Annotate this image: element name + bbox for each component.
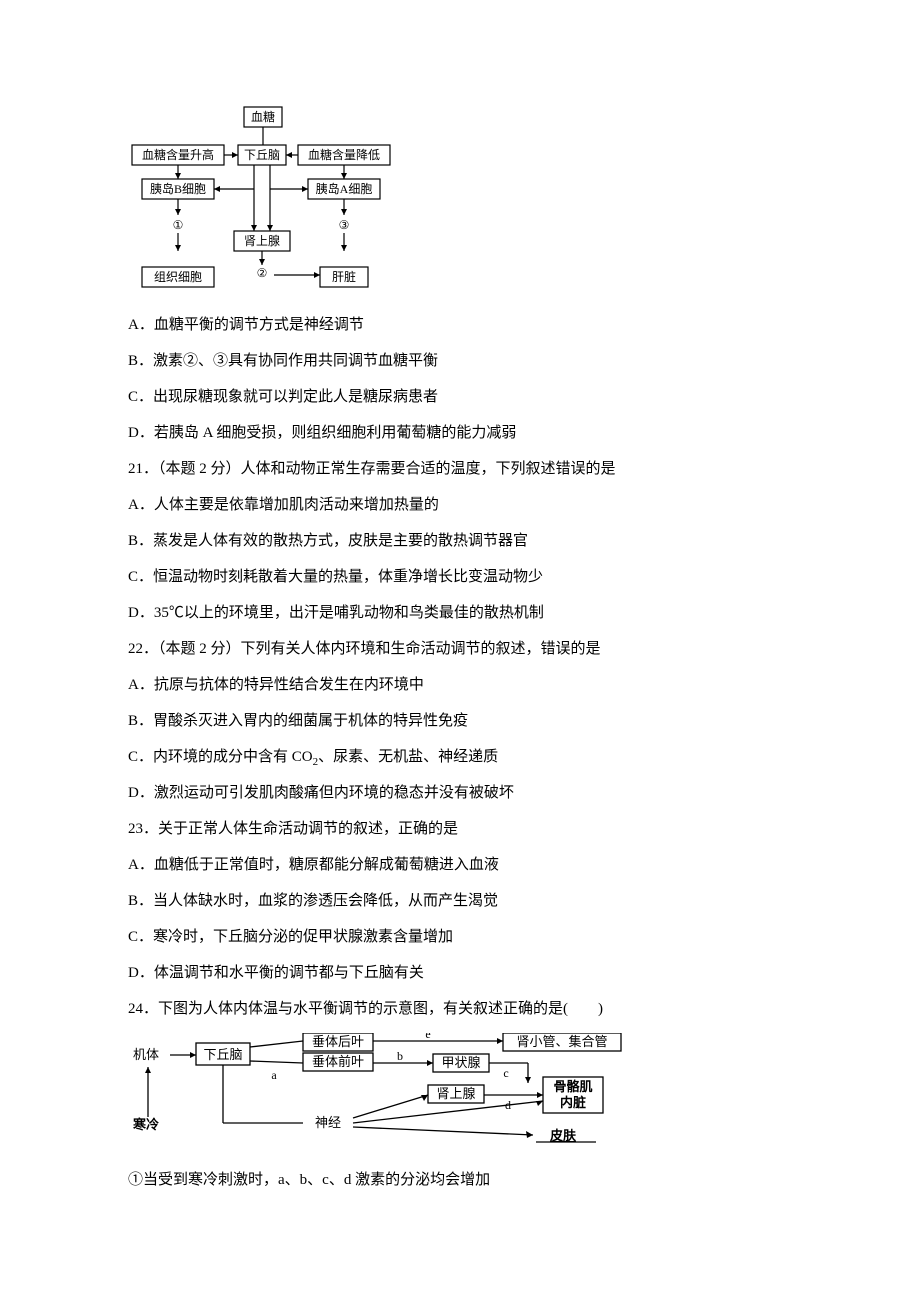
q23-stem: 23．关于正常人体生命活动调节的叙述，正确的是 [128, 811, 805, 847]
svg-text:肾上腺: 肾上腺 [436, 1086, 475, 1101]
svg-text:肾小管、集合管: 肾小管、集合管 [516, 1034, 607, 1049]
svg-text:血糖含量降低: 血糖含量降低 [308, 147, 380, 162]
svg-text:垂体前叶: 垂体前叶 [312, 1054, 364, 1069]
q21-option-a: A．人体主要是依靠增加肌肉活动来增加热量的 [128, 487, 805, 523]
q22-option-c: C．内环境的成分中含有 CO2、尿素、无机盐、神经递质 [128, 739, 805, 775]
svg-text:血糖: 血糖 [251, 109, 275, 124]
q20-option-b: B．激素②、③具有协同作用共同调节血糖平衡 [128, 343, 805, 379]
q24-stem: 24．下图为人体内体温与水平衡调节的示意图，有关叙述正确的是( ) [128, 991, 805, 1027]
q21-option-d: D．35℃以上的环境里，出汗是哺乳动物和鸟类最佳的散热机制 [128, 595, 805, 631]
svg-text:b: b [397, 1049, 403, 1063]
svg-text:垂体后叶: 垂体后叶 [312, 1034, 364, 1049]
svg-text:神经: 神经 [315, 1115, 341, 1130]
q22-c-post: 、尿素、无机盐、神经递质 [318, 749, 498, 765]
svg-text:胰岛B细胞: 胰岛B细胞 [150, 181, 206, 196]
q23-option-a: A．血糖低于正常值时，糖原都能分解成葡萄糖进入血液 [128, 847, 805, 883]
svg-text:c: c [503, 1066, 508, 1080]
q20-option-c: C．出现尿糖现象就可以判定此人是糖尿病患者 [128, 379, 805, 415]
q22-option-d: D．激烈运动可引发肌肉酸痛但内环境的稳态并没有被破坏 [128, 775, 805, 811]
svg-text:②: ② [257, 266, 268, 280]
q23-option-c: C．寒冷时，下丘脑分泌的促甲状腺激素含量增加 [128, 919, 805, 955]
blood-sugar-diagram: 血糖 血糖含量升高 下丘脑 血糖含量降低 胰岛B细胞 [128, 105, 805, 293]
svg-text:①: ① [173, 218, 184, 232]
q20-option-d: D．若胰岛 A 细胞受损，则组织细胞利用葡萄糖的能力减弱 [128, 415, 805, 451]
svg-text:甲状腺: 甲状腺 [441, 1055, 480, 1070]
q21-option-c: C．恒温动物时刻耗散着大量的热量，体重净增长比变温动物少 [128, 559, 805, 595]
svg-text:肝脏: 肝脏 [332, 269, 356, 284]
svg-text:下丘脑: 下丘脑 [244, 148, 280, 162]
svg-text:e: e [425, 1033, 430, 1041]
q23-option-b: B．当人体缺水时，血浆的渗透压会降低，从而产生渴觉 [128, 883, 805, 919]
q22-option-b: B．胃酸杀灭进入胃内的细菌属于机体的特异性免疫 [128, 703, 805, 739]
svg-text:血糖含量升高: 血糖含量升高 [142, 147, 214, 162]
q22-stem: 22．（本题 2 分）下列有关人体内环境和生命活动调节的叙述，错误的是 [128, 631, 805, 667]
diagram2-svg: 机体 下丘脑 寒冷 a 垂体后叶 垂体前叶 [128, 1033, 648, 1148]
svg-text:下丘脑: 下丘脑 [203, 1047, 242, 1062]
q23-option-d: D．体温调节和水平衡的调节都与下丘脑有关 [128, 955, 805, 991]
temperature-water-diagram: 机体 下丘脑 寒冷 a 垂体后叶 垂体前叶 [128, 1033, 805, 1148]
svg-text:寒冷: 寒冷 [132, 1117, 159, 1132]
document-page: 血糖 血糖含量升高 下丘脑 血糖含量降低 胰岛B细胞 [0, 0, 920, 1258]
q22-option-a: A．抗原与抗体的特异性结合发生在内环境中 [128, 667, 805, 703]
svg-text:a: a [271, 1068, 277, 1082]
svg-text:组织细胞: 组织细胞 [154, 270, 202, 284]
svg-text:骨骼肌: 骨骼肌 [553, 1079, 592, 1094]
q21-option-b: B．蒸发是人体有效的散热方式，皮肤是主要的散热调节器官 [128, 523, 805, 559]
svg-text:肾上腺: 肾上腺 [244, 234, 280, 248]
svg-text:皮肤: 皮肤 [549, 1128, 577, 1143]
q22-c-pre: C．内环境的成分中含有 CO [128, 749, 313, 765]
diagram1-svg: 血糖 血糖含量升高 下丘脑 血糖含量降低 胰岛B细胞 [128, 105, 398, 293]
svg-text:胰岛A细胞: 胰岛A细胞 [316, 181, 373, 196]
svg-text:d: d [505, 1098, 511, 1112]
q20-option-a: A．血糖平衡的调节方式是神经调节 [128, 307, 805, 343]
q24-footnote: ①当受到寒冷刺激时，a、b、c、d 激素的分泌均会增加 [128, 1162, 805, 1198]
svg-text:③: ③ [339, 218, 350, 232]
q21-stem: 21．（本题 2 分）人体和动物正常生存需要合适的温度，下列叙述错误的是 [128, 451, 805, 487]
svg-text:机体: 机体 [133, 1047, 159, 1062]
svg-text:内脏: 内脏 [560, 1095, 586, 1110]
